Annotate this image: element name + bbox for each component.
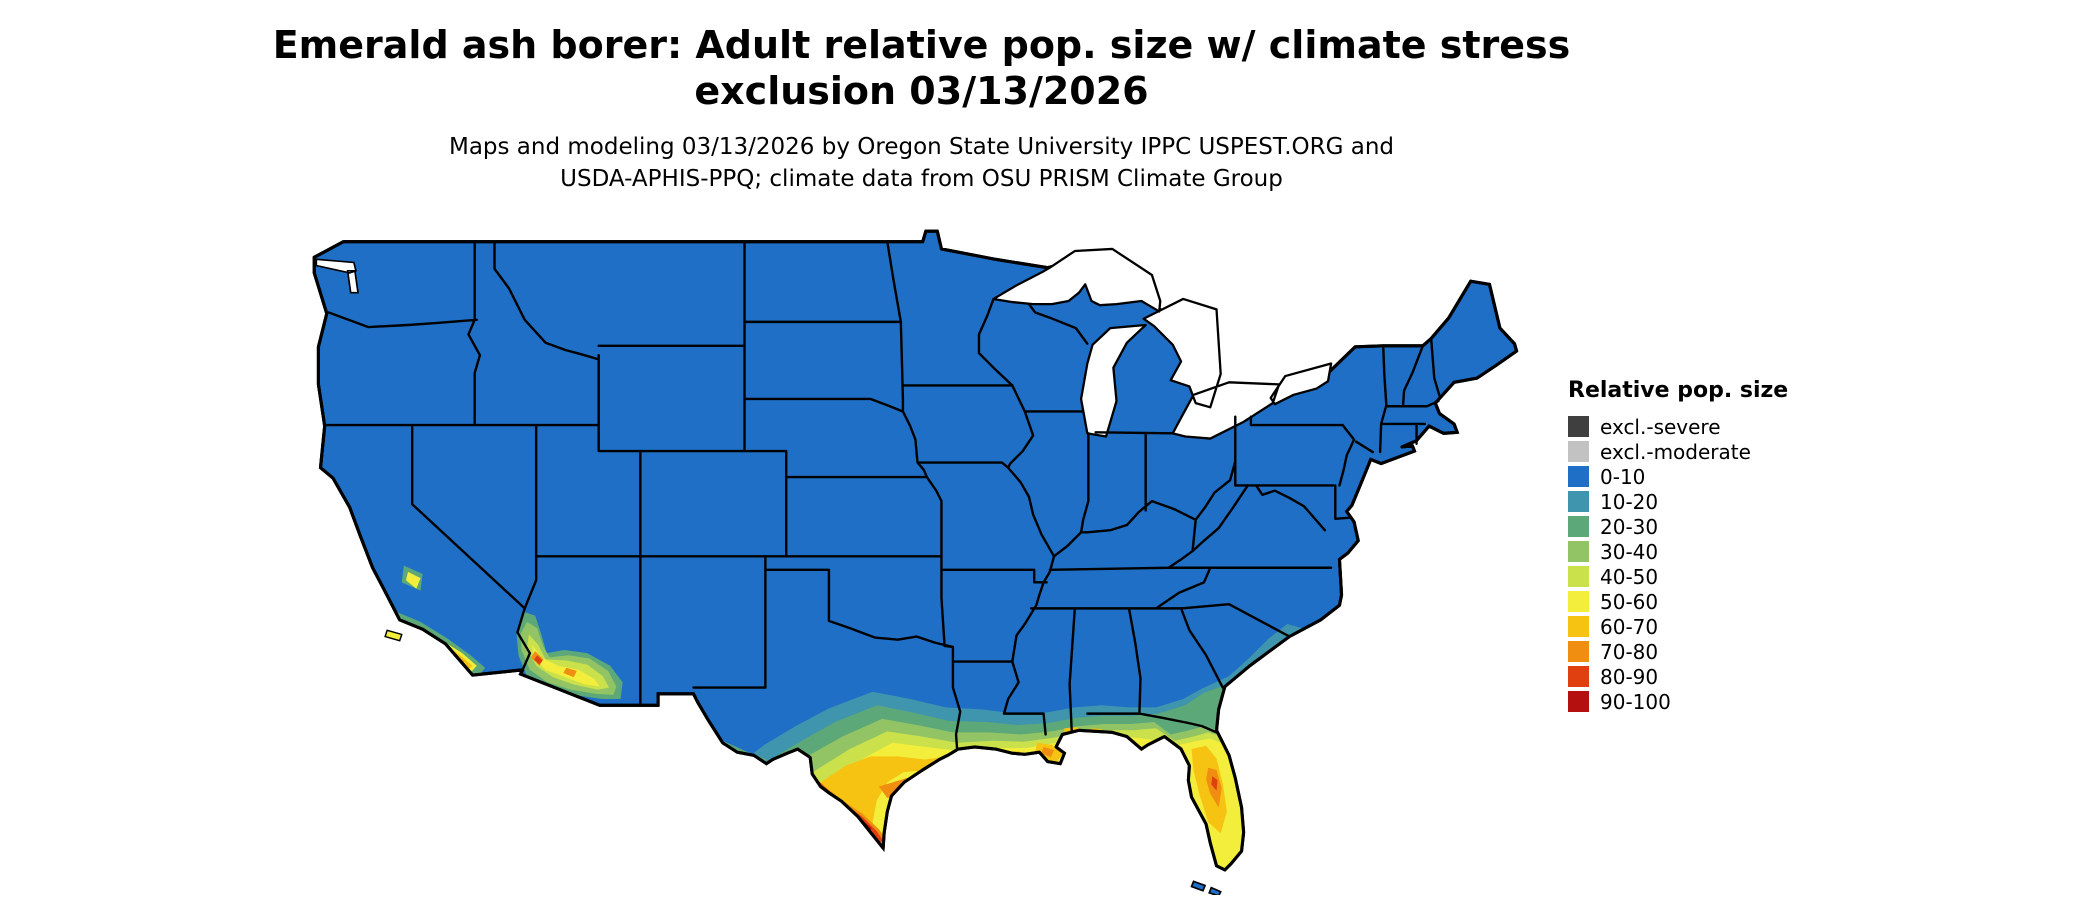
- legend-label: 20-30: [1600, 514, 1659, 539]
- legend-swatch-color: [1568, 466, 1589, 487]
- legend-swatch: [1568, 691, 1589, 712]
- legend-label: excl.-severe: [1600, 414, 1721, 439]
- legend-swatch: [1568, 466, 1589, 487]
- legend-swatch: [1568, 541, 1589, 562]
- legend-label: 80-90: [1600, 664, 1659, 689]
- channel-islands: [384, 629, 403, 642]
- legend-label: 0-10: [1600, 464, 1646, 489]
- legend-swatch: [1568, 491, 1589, 512]
- legend-swatch-color: [1568, 691, 1589, 712]
- legend-title: Relative pop. size: [1568, 378, 1789, 403]
- legend-entry-20-30: 20-30: [1568, 514, 1788, 539]
- legend-swatch-color: [1568, 516, 1589, 537]
- page-subtitle: Maps and modeling 03/13/2026 by Oregon S…: [0, 131, 1843, 195]
- legend-entry-excl-severe: excl.-severe: [1568, 414, 1788, 439]
- legend-entry-30-40: 30-40: [1568, 539, 1788, 564]
- legend-swatch-color: [1568, 591, 1589, 612]
- florida-keys: [1190, 880, 1222, 897]
- legend-swatch: [1568, 441, 1589, 462]
- us-map-svg: [312, 229, 1519, 897]
- legend-entry-80-90: 80-90: [1568, 664, 1788, 689]
- legend-entry-50-60: 50-60: [1568, 589, 1788, 614]
- legend-entry-10-20: 10-20: [1568, 489, 1788, 514]
- legend-label: 10-20: [1600, 489, 1659, 514]
- legend-swatch: [1568, 616, 1589, 637]
- legend-entry-90-100: 90-100: [1568, 689, 1788, 714]
- legend-entry-0-10: 0-10: [1568, 464, 1788, 489]
- legend-swatch: [1568, 566, 1589, 587]
- title-line-2: exclusion 03/13/2026: [694, 69, 1149, 114]
- legend-swatch-color: [1568, 666, 1589, 687]
- legend-swatch-color: [1568, 566, 1589, 587]
- state-borders: [323, 240, 1441, 751]
- legend-label: 60-70: [1600, 614, 1659, 639]
- legend-swatch-color: [1568, 416, 1589, 437]
- legend-entry-excl-moderate: excl.-moderate: [1568, 439, 1788, 464]
- legend-swatch: [1568, 666, 1589, 687]
- legend-label: 30-40: [1600, 539, 1659, 564]
- legend-label: 70-80: [1600, 639, 1659, 664]
- subtitle-line-2: USDA-APHIS-PPQ; climate data from OSU PR…: [560, 165, 1283, 192]
- legend-swatch-color: [1568, 616, 1589, 637]
- legend-label: 90-100: [1600, 689, 1671, 714]
- legend-entry-40-50: 40-50: [1568, 564, 1788, 589]
- legend-swatch-color: [1568, 541, 1589, 562]
- header: Emerald ash borer: Adult relative pop. s…: [0, 22, 1843, 195]
- legend-swatch: [1568, 641, 1589, 662]
- legend-swatch: [1568, 591, 1589, 612]
- legend-entry-70-80: 70-80: [1568, 639, 1788, 664]
- legend-swatch-color: [1568, 641, 1589, 662]
- legend-entry-60-70: 60-70: [1568, 614, 1788, 639]
- us-map: [308, 228, 1527, 897]
- legend-swatch-color: [1568, 491, 1589, 512]
- page-title: Emerald ash borer: Adult relative pop. s…: [0, 22, 1843, 115]
- legend-label: excl.-moderate: [1600, 439, 1751, 464]
- subtitle-line-1: Maps and modeling 03/13/2026 by Oregon S…: [448, 133, 1395, 160]
- legend-label: 40-50: [1600, 564, 1659, 589]
- puget-sound: [315, 258, 359, 294]
- legend-label: 50-60: [1600, 589, 1659, 614]
- legend-swatch-color: [1568, 441, 1589, 462]
- title-line-1: Emerald ash borer: Adult relative pop. s…: [272, 23, 1571, 67]
- legend-swatch: [1568, 516, 1589, 537]
- legend: Relative pop. size excl.-severe excl.-mo…: [1568, 378, 1788, 716]
- legend-swatch: [1568, 416, 1589, 437]
